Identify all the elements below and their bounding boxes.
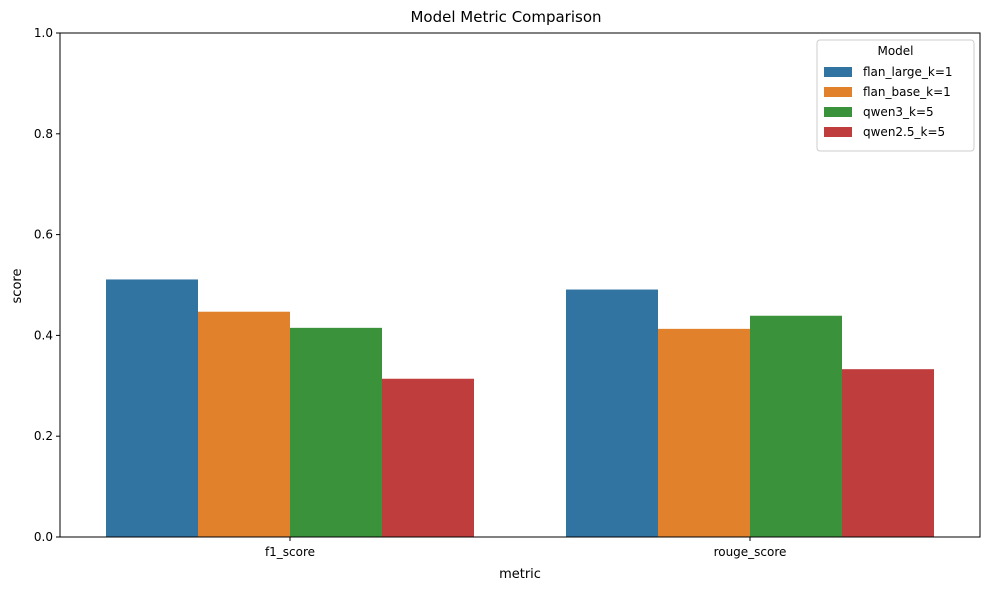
legend-swatch-flan_large_k=1: [824, 67, 852, 77]
chart-title: Model Metric Comparison: [410, 8, 601, 26]
x-tick-label-f1_score: f1_score: [265, 545, 315, 559]
legend-label-qwen3_k=5: qwen3_k=5: [863, 105, 934, 119]
bar-f1_score-qwen2.5_k=5: [382, 378, 474, 537]
legend-label-flan_base_k=1: flan_base_k=1: [863, 85, 951, 99]
y-tick-label: 0.4: [34, 328, 53, 342]
legend-box: [816, 39, 975, 152]
bar-f1_score-qwen3_k=5: [290, 327, 382, 537]
bar-rouge_score-flan_large_k=1: [566, 289, 658, 537]
legend-title: Model: [877, 44, 913, 58]
legend-swatch-qwen3_k=5: [824, 107, 852, 117]
legend-label-flan_large_k=1: flan_large_k=1: [863, 65, 953, 79]
x-axis-label: metric: [499, 567, 541, 582]
legend-swatch-flan_base_k=1: [824, 87, 852, 97]
y-tick-label: 0.2: [34, 429, 53, 443]
y-tick-label: 0.6: [34, 228, 53, 242]
plot-area: 0.0 0.2 0.4 0.6 0.8 1.0 f1_score rouge_score: [34, 26, 981, 559]
y-tick-label: 0.0: [34, 530, 53, 544]
bar-rouge_score-qwen2.5_k=5: [842, 369, 934, 537]
bar-rouge_score-flan_base_k=1: [658, 328, 750, 537]
bar-rouge_score-qwen3_k=5: [750, 315, 842, 537]
plot-frame: [59, 32, 981, 538]
legend: Model flan_large_k=1 flan_base_k=1 qwen3_k=…: [816, 39, 975, 152]
legend-swatch-qwen2.5_k=5: [824, 127, 852, 137]
y-axis-label: score: [10, 269, 25, 304]
y-tick-label: 0.8: [34, 127, 53, 141]
y-tick-label: 1.0: [34, 26, 53, 40]
x-tick-label-rouge_score: rouge_score: [714, 545, 787, 559]
legend-label-qwen2.5_k=5: qwen2.5_k=5: [863, 125, 945, 139]
bar-f1_score-flan_large_k=1: [106, 279, 198, 537]
bar-f1_score-flan_base_k=1: [198, 311, 290, 537]
